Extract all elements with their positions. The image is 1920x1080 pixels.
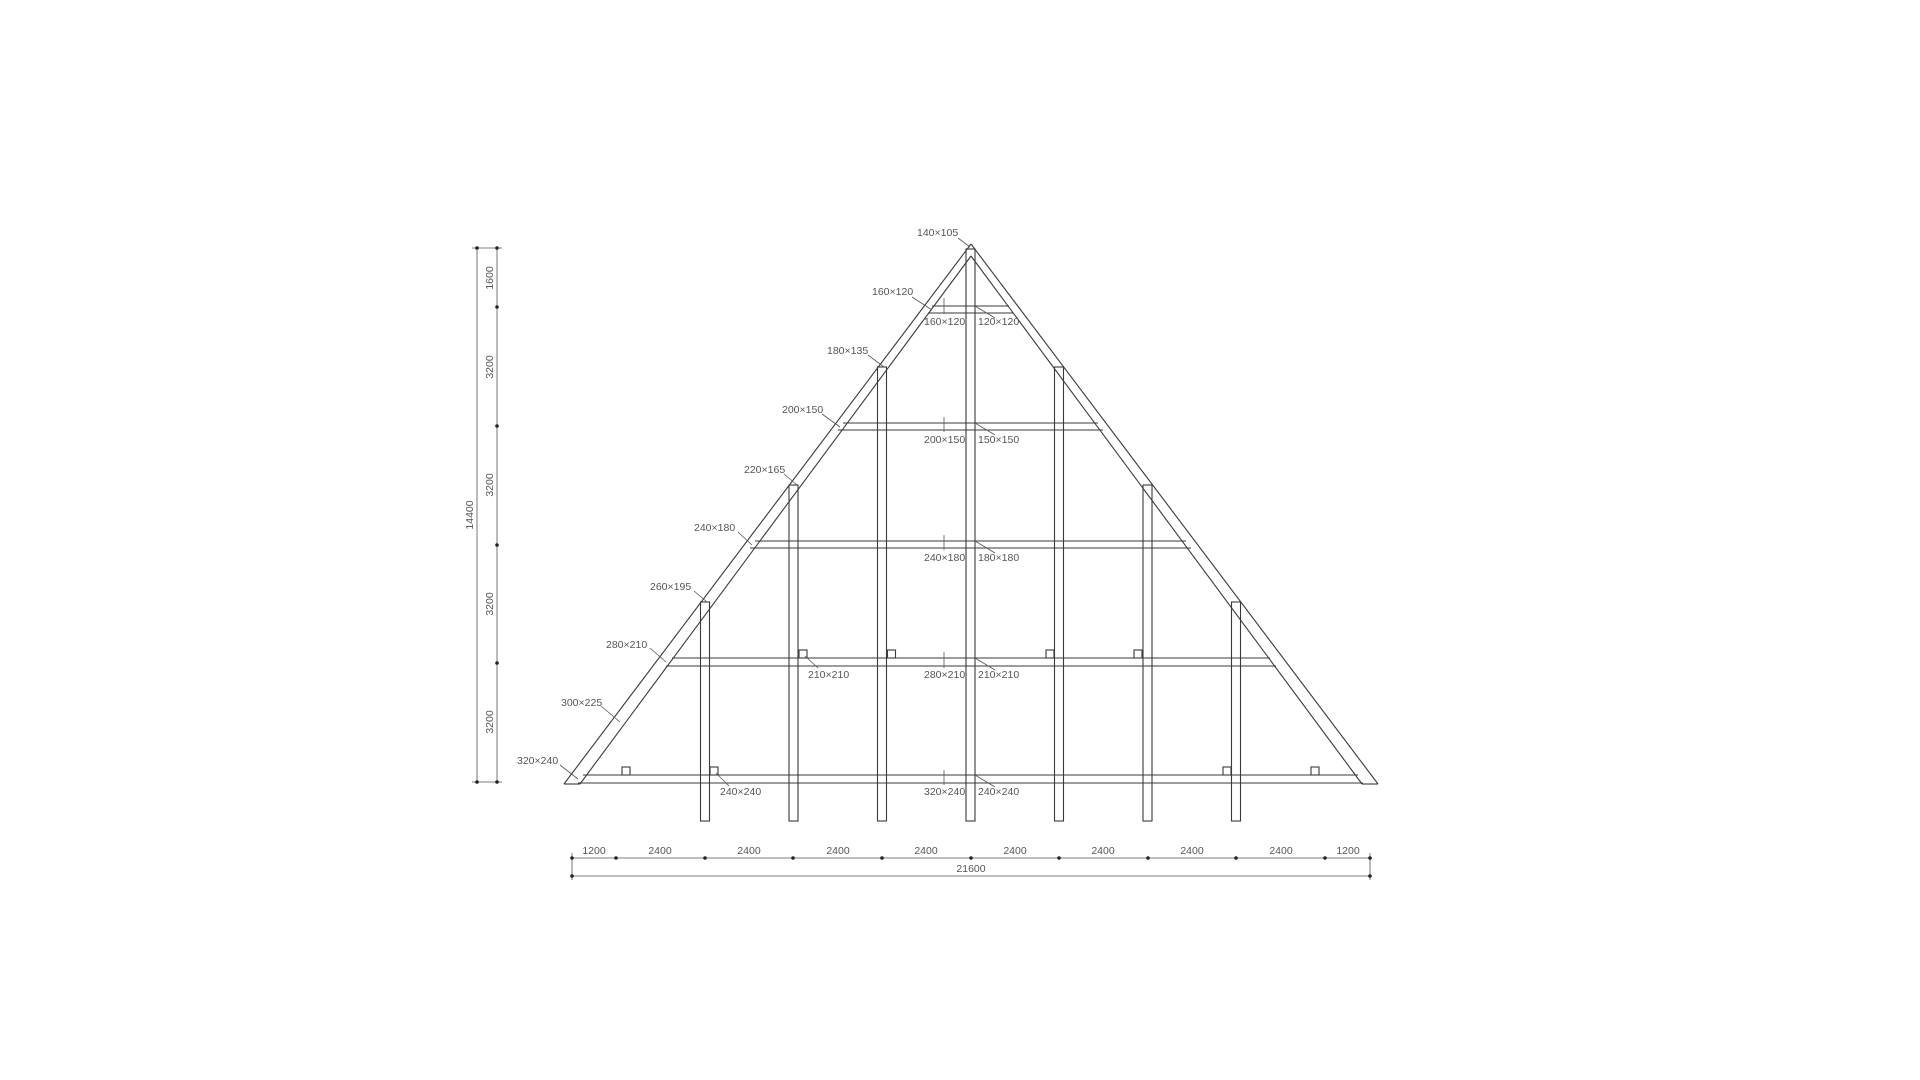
post-4-center (965, 248, 976, 822)
label-rafter-1: 160×120 (872, 286, 913, 298)
label-rafter-5: 240×180 (694, 522, 735, 534)
label-tie-5-right: 240×240 (978, 786, 1019, 798)
vertical-dimensions: 14400 1600 3200 3200 3200 3200 (464, 246, 502, 784)
dim-total-width: 21600 (956, 863, 985, 875)
label-tie-4-right: 210×210 (978, 669, 1019, 681)
dim-height-segment: 1600 (484, 266, 496, 290)
dim-width-segment: 2400 (1091, 845, 1115, 857)
dim-width-segment: 2400 (1269, 845, 1293, 857)
horizontal-dimensions: 1200 2400 2400 2400 2400 2400 2400 2400 … (570, 845, 1372, 880)
member-labels: 140×105 160×120 180×135 200×150 220×165 … (517, 227, 1019, 798)
posts (699, 248, 1242, 822)
label-rafter-9: 320×240 (517, 755, 558, 767)
rafter-right (970, 243, 1379, 785)
dim-width-segment: 2400 (914, 845, 938, 857)
post-3 (876, 366, 888, 822)
post-sections (621, 649, 1320, 776)
section-square (621, 766, 631, 776)
label-tie-2-right: 150×150 (978, 434, 1019, 446)
label-tie-1-right: 120×120 (978, 316, 1019, 328)
section-square (1045, 649, 1055, 659)
section-square (709, 766, 719, 776)
dim-height-segment: 3200 (484, 473, 496, 497)
dim-width-segment: 1200 (582, 845, 606, 857)
section-square (1310, 766, 1320, 776)
section-square (798, 649, 808, 659)
tie-beam-1 (928, 305, 1013, 314)
post-7 (1230, 601, 1242, 822)
dim-height-segment: 3200 (484, 710, 496, 734)
label-rafter-7: 280×210 (606, 639, 647, 651)
dim-height-segment: 3200 (484, 355, 496, 379)
label-rafter-3: 200×150 (782, 404, 823, 416)
label-tie-3-left: 240×180 (924, 552, 965, 564)
tie-beam-3 (750, 540, 1191, 549)
label-tie-1-left: 160×120 (924, 316, 965, 328)
label-rafter-4: 220×165 (744, 464, 785, 476)
tie-beam-4 (666, 657, 1276, 667)
section-square (1222, 766, 1232, 776)
dim-height-segment: 3200 (484, 592, 496, 616)
label-rafter-8: 300×225 (561, 697, 602, 709)
label-tie-2-left: 200×150 (924, 434, 965, 446)
dim-width-segment: 2400 (737, 845, 761, 857)
label-tie-5-post: 240×240 (720, 786, 761, 798)
label-rafter-6: 260×195 (650, 581, 691, 593)
dim-width-segment: 2400 (1180, 845, 1204, 857)
tie-beam-2 (838, 422, 1103, 431)
label-apex: 140×105 (917, 227, 958, 239)
rafter-left (563, 243, 972, 785)
post-2 (788, 484, 799, 822)
rafters (563, 243, 1379, 785)
label-tie-4-post: 210×210 (808, 669, 849, 681)
dim-width-segment: 2400 (826, 845, 850, 857)
label-tie-4-left: 280×210 (924, 669, 965, 681)
post-5 (1053, 366, 1065, 822)
section-square (1133, 649, 1143, 659)
post-1 (699, 601, 711, 822)
leader-lines (559, 237, 996, 788)
label-rafter-2: 180×135 (827, 345, 868, 357)
label-tie-3-right: 180×180 (978, 552, 1019, 564)
label-tie-5-left: 320×240 (924, 786, 965, 798)
dim-width-segment: 1200 (1336, 845, 1360, 857)
dim-width-segment: 2400 (1003, 845, 1027, 857)
section-square (886, 649, 897, 659)
dim-width-segment: 2400 (648, 845, 672, 857)
dim-total-height: 14400 (464, 500, 476, 529)
post-6 (1142, 484, 1153, 822)
